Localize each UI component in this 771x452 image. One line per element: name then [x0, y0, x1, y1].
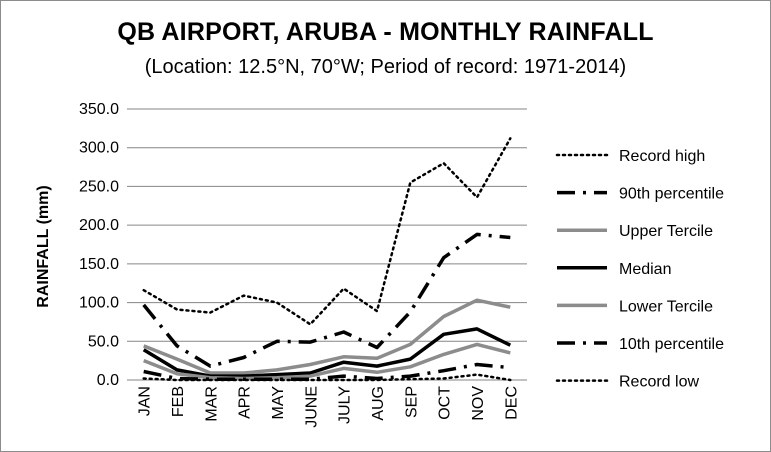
x-tick-label: APR	[237, 386, 254, 419]
legend-label: Record high	[619, 148, 705, 165]
x-tick-label: NOV	[470, 386, 487, 421]
y-tick-label: 150.0	[79, 256, 119, 273]
legend-label: Record low	[619, 374, 699, 391]
x-tick-label: MAR	[203, 386, 220, 422]
x-tick-label: JAN	[137, 386, 154, 416]
legend-label: Lower Tercile	[619, 298, 713, 315]
y-tick-label: 200.0	[79, 217, 119, 234]
x-tick-label: OCT	[437, 386, 454, 420]
legend-label: Upper Tercile	[619, 223, 713, 240]
series-line-record-high	[142, 137, 512, 326]
x-tick-label: JUNE	[303, 386, 320, 428]
x-tick-label: DEC	[503, 386, 520, 420]
legend-label: Median	[619, 261, 671, 278]
x-tick-label: AUG	[370, 386, 387, 421]
chart-subtitle: (Location: 12.5°N, 70°W; Period of recor…	[144, 56, 627, 78]
x-tick-label: JULY	[337, 386, 354, 424]
series-line-upper-tercile	[143, 298, 511, 375]
series-line-90th-percentile	[142, 232, 511, 368]
x-tick-label: SEP	[403, 386, 420, 418]
y-tick-label: 300.0	[79, 140, 119, 157]
series-line-10th-percentile	[143, 362, 511, 381]
series-line-lower-tercile	[143, 342, 511, 381]
legend-label: 10th percentile	[619, 336, 724, 353]
y-tick-label: 250.0	[79, 178, 119, 195]
y-axis-label: RAINFALL (mm)	[35, 185, 52, 307]
y-tick-label: 0.0	[97, 372, 119, 389]
chart-title: QB AIRPORT, ARUBA - MONTHLY RAINFALL	[117, 18, 654, 46]
y-tick-label: 50.0	[88, 333, 119, 350]
y-tick-label: 350.0	[79, 101, 119, 118]
series-line-record-low	[142, 373, 512, 382]
x-tick-label: MAY	[270, 386, 287, 420]
y-tick-label: 100.0	[79, 295, 119, 312]
series-line-median	[142, 327, 512, 378]
legend-label: 90th percentile	[619, 186, 724, 203]
x-tick-label: FEB	[170, 386, 187, 417]
